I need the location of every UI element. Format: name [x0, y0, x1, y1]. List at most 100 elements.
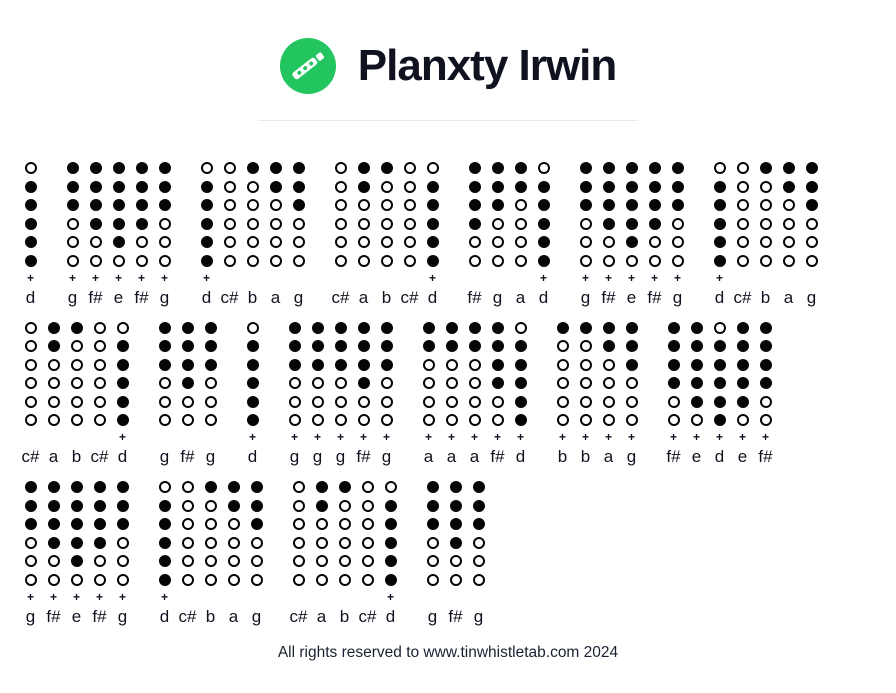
note-label: c#	[289, 606, 308, 626]
hole-open	[759, 199, 772, 211]
note-column: + b	[574, 321, 597, 468]
hole-open	[93, 377, 106, 389]
note-column: + g	[329, 321, 352, 468]
hole-open	[338, 555, 351, 567]
hole-stack	[602, 321, 615, 426]
hole-open	[24, 340, 37, 352]
hole-open	[556, 340, 569, 352]
hole-open	[472, 536, 485, 549]
note-column: g	[287, 162, 310, 308]
note-column: c#	[287, 481, 310, 627]
note-label: b	[557, 447, 568, 466]
note-column: b	[199, 481, 222, 627]
hole-open	[227, 573, 240, 586]
hole-covered	[648, 162, 661, 174]
note-label: d	[427, 287, 438, 307]
hole-covered	[158, 340, 171, 352]
hole-covered	[158, 358, 171, 371]
hole-open	[116, 573, 129, 586]
hole-covered	[250, 499, 263, 512]
note-column: g	[486, 162, 509, 308]
hole-covered	[311, 321, 324, 334]
note-label: f#	[92, 606, 107, 626]
hole-stack	[315, 481, 328, 586]
hole-covered	[112, 180, 125, 193]
note-column: + g	[61, 162, 84, 308]
hole-open	[556, 395, 569, 408]
octave-plus-marker: +	[761, 430, 769, 444]
hole-covered	[759, 162, 772, 174]
octave-plus-marker: +	[95, 589, 103, 604]
hole-open	[93, 555, 106, 567]
hole-covered	[116, 358, 129, 371]
octave-plus-marker: +	[581, 430, 589, 444]
note-label: a	[515, 287, 526, 307]
hole-open	[338, 518, 351, 530]
octave-plus-marker: +	[673, 270, 681, 285]
hole-open	[361, 518, 374, 530]
hole-stack	[66, 162, 79, 267]
note-column: + g	[111, 481, 134, 627]
note-column: g	[800, 162, 823, 308]
hole-open	[24, 555, 37, 567]
hole-open	[380, 377, 393, 389]
hole-covered	[116, 395, 129, 408]
octave-plus-marker: +	[382, 430, 390, 444]
note-label: g	[159, 447, 170, 466]
hole-covered	[602, 199, 615, 211]
hole-covered	[200, 254, 213, 267]
hole-open	[246, 199, 259, 211]
hole-covered	[288, 321, 301, 334]
note-label: a	[358, 287, 369, 307]
hole-open	[736, 199, 749, 211]
hole-covered	[24, 518, 37, 530]
note-label: f#	[467, 287, 482, 307]
hole-open	[116, 321, 129, 334]
hole-covered	[713, 236, 726, 248]
hole-covered	[422, 340, 435, 352]
hole-stack	[246, 321, 259, 426]
note-column: g	[199, 321, 222, 468]
hole-covered	[625, 340, 638, 352]
hole-covered	[116, 499, 129, 512]
note-column: g	[421, 481, 444, 627]
note-label: b	[247, 287, 258, 307]
octave-plus-marker: +	[715, 430, 723, 444]
hole-open	[269, 217, 282, 230]
note-label: a	[316, 606, 327, 626]
hole-open	[47, 555, 60, 567]
hole-covered	[782, 180, 795, 193]
hole-stack	[47, 321, 60, 426]
note-label: c#	[220, 287, 239, 307]
hole-covered	[24, 481, 37, 493]
hole-open	[357, 254, 370, 267]
hole-covered	[47, 321, 60, 334]
note-label: f#	[180, 447, 195, 466]
hole-covered	[556, 321, 569, 334]
hole-stack	[204, 321, 217, 426]
hole-stack	[491, 162, 504, 267]
hole-stack	[361, 481, 374, 586]
hole-covered	[116, 518, 129, 530]
hole-covered	[713, 377, 726, 389]
hole-stack	[713, 321, 726, 426]
hole-covered	[89, 162, 102, 174]
hole-stack	[380, 321, 393, 426]
note-group: + g + f# + e + f# + g	[19, 481, 134, 627]
hole-covered	[181, 358, 194, 371]
hole-open	[713, 321, 726, 334]
hole-open	[47, 395, 60, 408]
note-column: + f#	[643, 162, 666, 308]
hole-open	[204, 536, 217, 549]
hole-stack	[334, 162, 347, 267]
octave-plus-marker: +	[118, 430, 126, 444]
hole-covered	[426, 199, 439, 211]
hole-covered	[70, 321, 83, 334]
note-column: + e	[731, 321, 754, 468]
octave-plus-marker: +	[359, 430, 367, 444]
hole-open	[602, 377, 615, 389]
hole-open	[47, 377, 60, 389]
hole-covered	[200, 199, 213, 211]
hole-open	[472, 555, 485, 567]
hole-open	[158, 236, 171, 248]
